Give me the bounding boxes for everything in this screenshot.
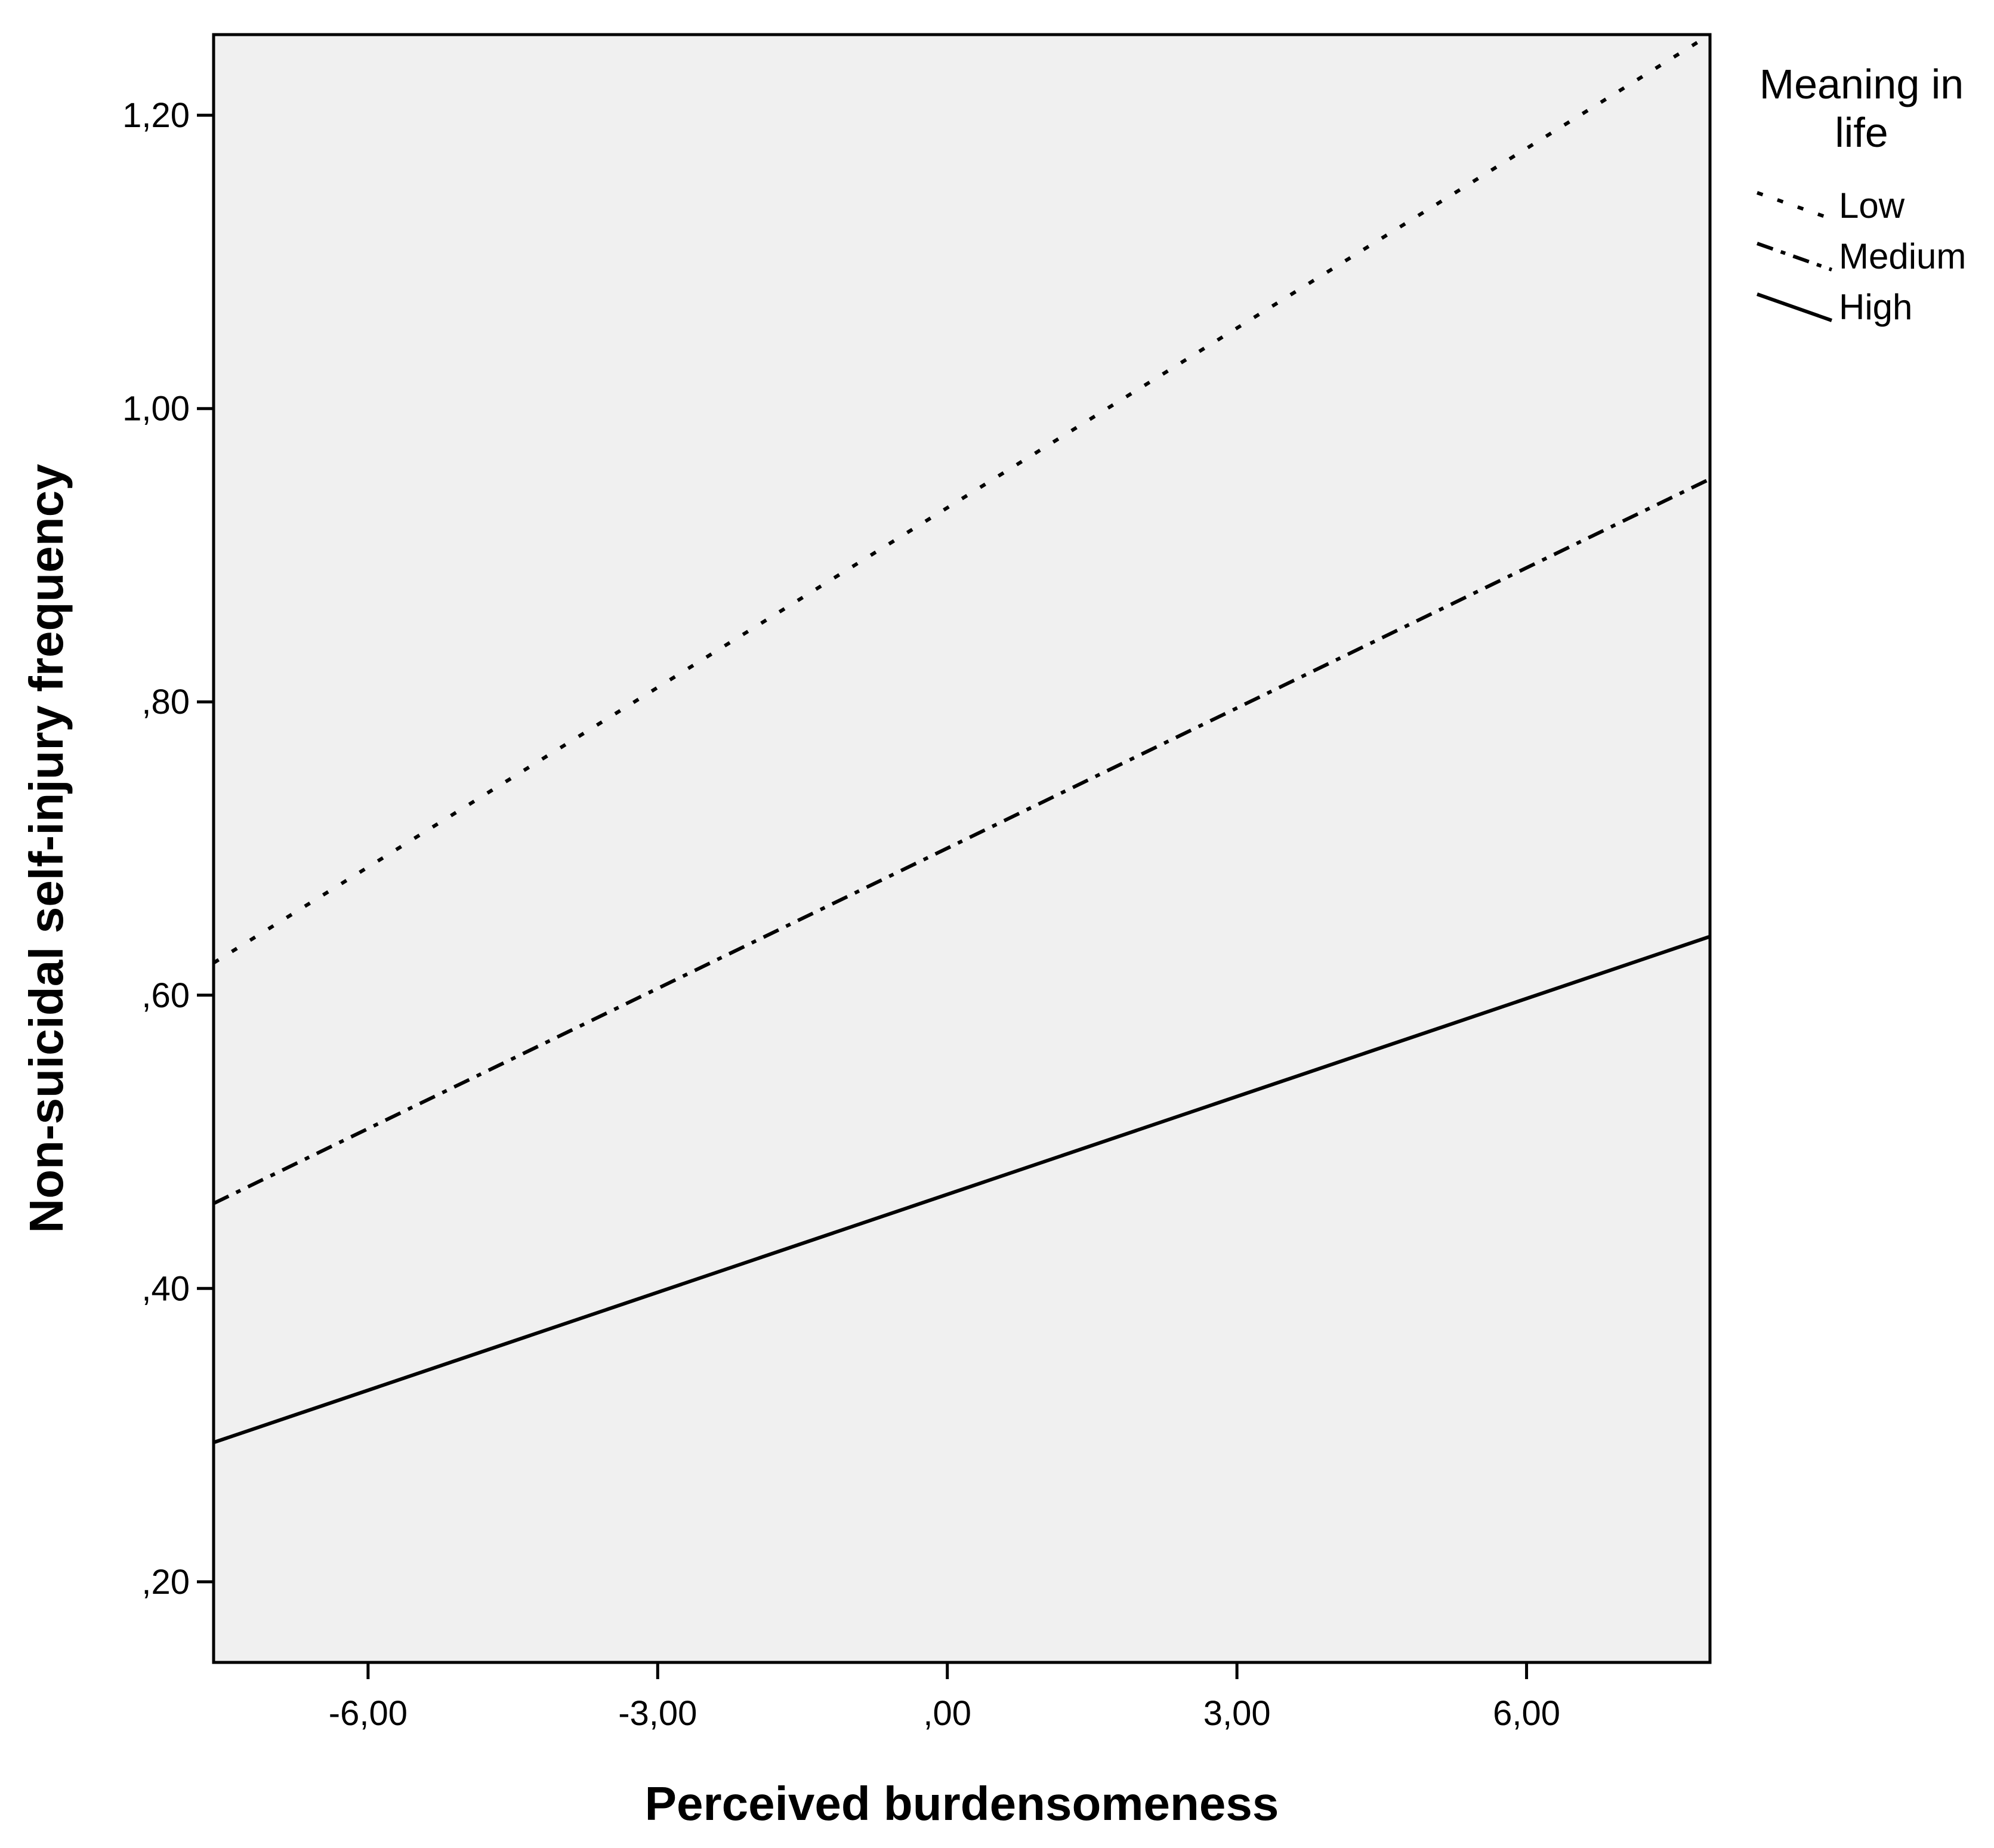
y-tick-label: 1,00 [122,390,190,428]
legend-title: Meaning in [1760,61,1964,107]
legend-label-high: High [1839,287,1912,327]
legend-label-low: Low [1839,186,1905,226]
x-axis: -6,00 -3,00 ,00 3,00 6,00 [329,1662,1560,1733]
legend-title-second-line: life [1835,109,1888,156]
y-tick-label: ,60 [141,976,190,1015]
legend: Meaning in life Low Medium High [1757,61,1966,327]
series-line-medium [212,477,1711,1205]
x-tick-label: -3,00 [618,1694,697,1733]
legend-swatch-high [1757,292,1832,322]
legend-label-medium: Medium [1839,236,1966,276]
y-tick-label: ,80 [141,683,190,721]
y-tick-label: ,40 [141,1269,190,1308]
y-axis: ,20 ,40 ,60 ,80 1,00 1,20 [122,96,214,1602]
y-tick-label: ,20 [141,1563,190,1602]
x-tick-label: 3,00 [1203,1694,1271,1733]
plot-area [212,33,1712,1664]
legend-swatch-low [1757,191,1832,221]
x-tick-label: -6,00 [329,1694,408,1733]
series-line-high [213,934,1711,1445]
legend-swatch-medium [1757,242,1832,272]
x-tick-label: ,00 [923,1694,971,1733]
legend-items: Low Medium High [1757,186,1966,327]
x-tick-label: 6,00 [1493,1694,1560,1733]
x-axis-title: Perceived burdensomeness [645,1777,1279,1830]
lines-layer [212,33,1711,1445]
y-axis-title: Non-suicidal self-injury frequency [20,464,73,1233]
y-tick-label: 1,20 [122,96,190,135]
